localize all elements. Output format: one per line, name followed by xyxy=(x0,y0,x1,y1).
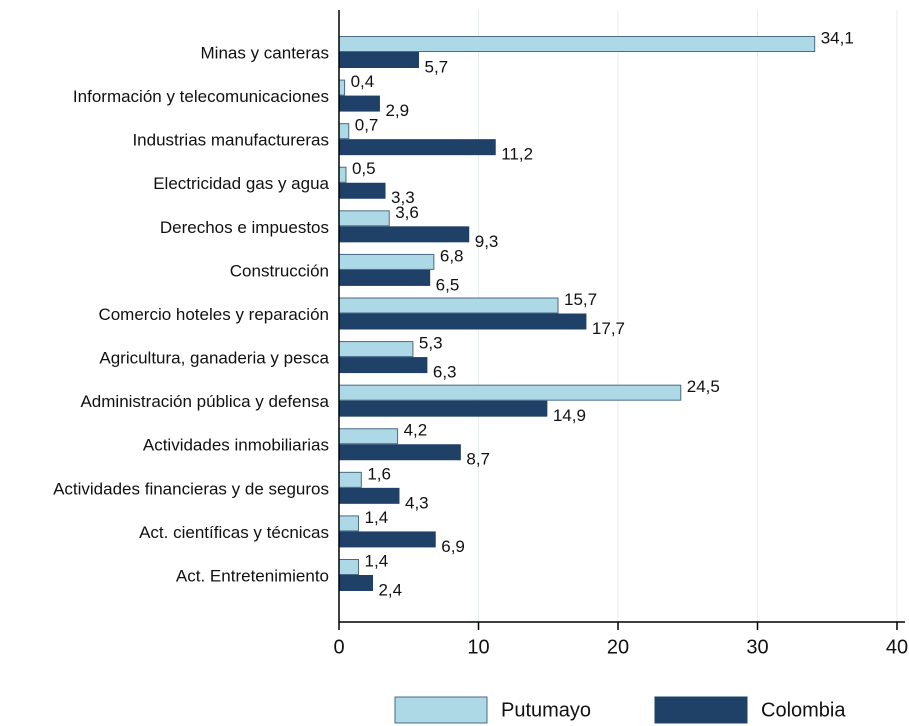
bar xyxy=(338,166,347,183)
bar xyxy=(338,123,350,140)
bar xyxy=(338,210,390,227)
category-label: Industrias manufactureras xyxy=(132,131,329,150)
category-label: Información y telecomunicaciones xyxy=(73,87,329,106)
value-label: 0,7 xyxy=(355,116,379,135)
legend-label: Putumayo xyxy=(501,699,591,721)
value-label: 24,5 xyxy=(687,377,720,396)
bar xyxy=(338,36,816,52)
value-label: 0,4 xyxy=(351,72,375,91)
x-tick-label: 30 xyxy=(746,636,768,658)
value-label: 4,2 xyxy=(404,421,428,440)
value-label: 3,3 xyxy=(391,188,415,207)
bar xyxy=(338,313,587,330)
value-label: 15,7 xyxy=(564,290,597,309)
category-label: Electricidad gas y agua xyxy=(153,174,329,193)
category-label: Act. Entretenimiento xyxy=(176,566,329,585)
category-label: Comercio hoteles y reparación xyxy=(98,305,329,324)
category-label: Construcción xyxy=(230,261,329,280)
bar xyxy=(338,269,431,286)
category-label: Agricultura, ganaderia y pesca xyxy=(99,349,329,368)
value-label: 2,9 xyxy=(385,101,409,120)
bar xyxy=(338,357,428,374)
bar xyxy=(338,487,400,504)
bar xyxy=(338,471,362,488)
legend-swatch xyxy=(654,696,748,724)
category-label: Derechos e impuestos xyxy=(160,218,329,237)
value-label: 3,6 xyxy=(395,203,419,222)
value-label: 6,5 xyxy=(436,275,460,294)
value-label: 6,8 xyxy=(440,246,464,265)
bar xyxy=(338,341,414,358)
x-tick-label: 0 xyxy=(333,636,344,658)
value-label: 34,1 xyxy=(821,28,854,47)
value-label: 8,7 xyxy=(466,450,490,469)
bar xyxy=(338,226,470,243)
value-label: 1,4 xyxy=(365,551,389,570)
bar xyxy=(338,182,386,199)
value-label: 14,9 xyxy=(553,406,586,425)
value-label: 1,4 xyxy=(365,508,389,527)
bar xyxy=(338,95,380,112)
bar xyxy=(338,400,548,417)
value-label: 1,6 xyxy=(367,464,391,483)
value-label: 5,3 xyxy=(419,334,443,353)
x-tick-label: 10 xyxy=(467,636,489,658)
bar xyxy=(338,428,399,445)
bar xyxy=(338,444,461,461)
bar xyxy=(338,559,360,575)
value-label: 6,9 xyxy=(441,537,465,556)
bar xyxy=(338,575,373,591)
legend-label: Colombia xyxy=(761,699,846,721)
bar xyxy=(338,52,420,68)
bar xyxy=(338,297,559,314)
value-label: 11,2 xyxy=(501,145,533,164)
value-label: 0,5 xyxy=(352,159,376,178)
value-label: 4,3 xyxy=(405,493,429,512)
category-label: Actividades financieras y de seguros xyxy=(53,479,329,498)
bar xyxy=(338,384,682,401)
bar xyxy=(338,531,436,548)
bar xyxy=(338,79,346,96)
bar xyxy=(338,515,360,532)
value-label: 17,7 xyxy=(592,319,625,338)
value-label: 6,3 xyxy=(433,363,457,382)
category-label: Administración pública y defensa xyxy=(80,392,329,411)
value-label: 5,7 xyxy=(425,57,449,76)
bar xyxy=(338,253,435,270)
legend-swatch xyxy=(394,696,488,724)
bar xyxy=(338,139,496,156)
x-tick-label: 20 xyxy=(607,636,629,658)
x-tick-label: 40 xyxy=(886,636,908,658)
category-label: Actividades inmobiliarias xyxy=(143,436,329,455)
category-label: Minas y canteras xyxy=(201,43,330,62)
category-label: Act. científicas y técnicas xyxy=(139,523,329,542)
value-label: 9,3 xyxy=(475,232,499,251)
value-label: 2,4 xyxy=(378,580,402,599)
